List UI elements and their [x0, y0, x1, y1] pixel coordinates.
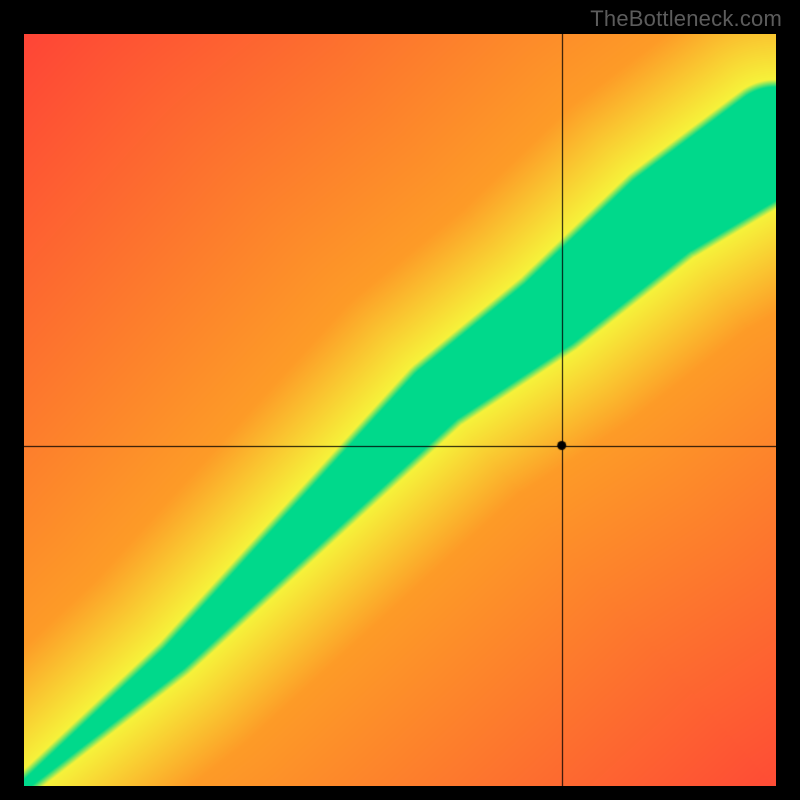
bottleneck-heatmap	[24, 34, 776, 786]
chart-container: TheBottleneck.com	[0, 0, 800, 800]
watermark-text: TheBottleneck.com	[590, 6, 782, 32]
